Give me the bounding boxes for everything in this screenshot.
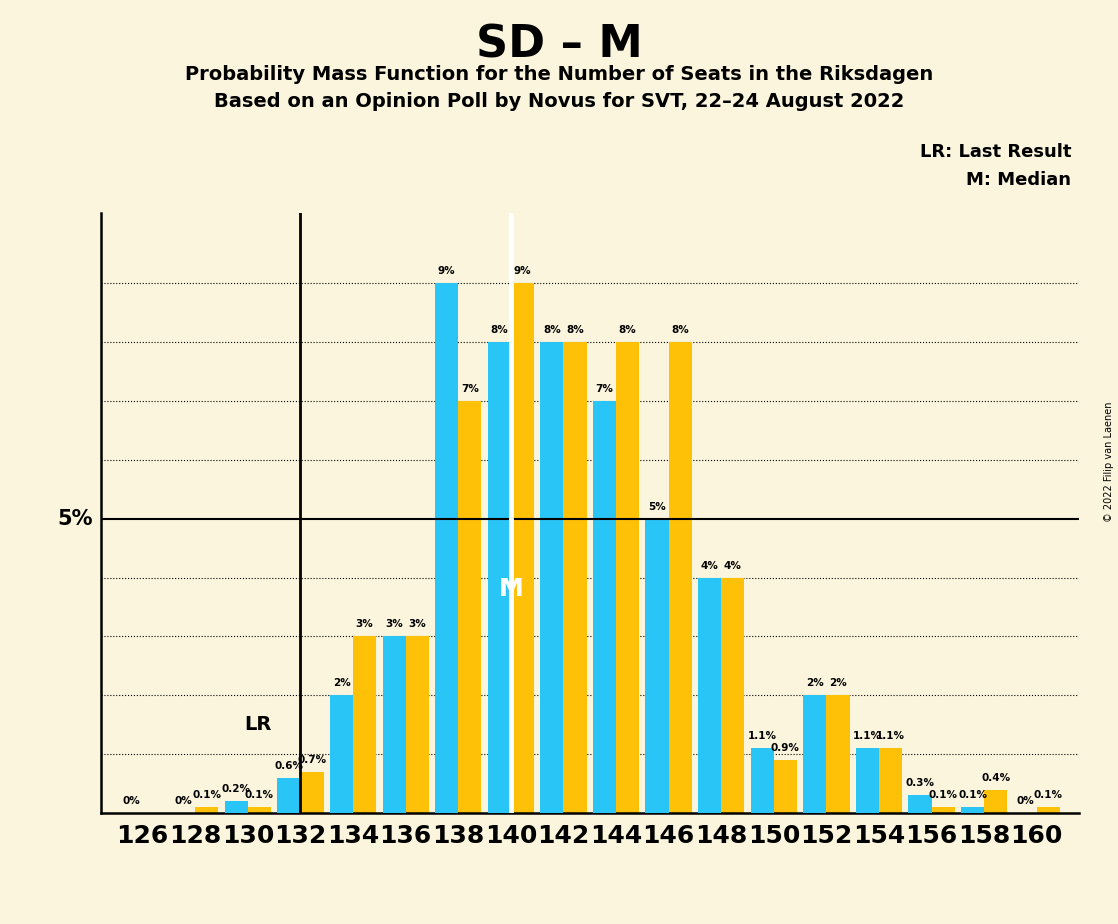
Bar [879,748,902,813]
Text: 4%: 4% [723,561,741,570]
Bar [406,637,429,813]
Text: LR: LR [244,715,272,735]
Text: 8%: 8% [618,325,636,335]
Bar [330,696,353,813]
Bar [593,401,616,813]
Text: 9%: 9% [438,266,455,276]
Bar [774,760,797,813]
Text: 5%: 5% [648,502,666,512]
Bar [721,578,745,813]
Bar [645,518,669,813]
Text: 8%: 8% [543,325,561,335]
Text: 1.1%: 1.1% [877,731,906,741]
Bar [196,808,218,813]
Bar [984,790,1007,813]
Bar [248,808,271,813]
Text: 1.1%: 1.1% [748,731,777,741]
Text: 9%: 9% [513,266,531,276]
Bar [540,342,563,813]
Text: 0.1%: 0.1% [245,790,274,800]
Text: 3%: 3% [386,619,402,629]
Text: 0.1%: 0.1% [1034,790,1063,800]
Text: 0.9%: 0.9% [771,743,799,753]
Bar [931,808,955,813]
Bar [669,342,692,813]
Text: 0.1%: 0.1% [958,790,987,800]
Text: © 2022 Filip van Laenen: © 2022 Filip van Laenen [1105,402,1114,522]
Text: 4%: 4% [701,561,719,570]
Text: 0%: 0% [122,796,140,806]
Text: 0.1%: 0.1% [192,790,221,800]
Text: 0.6%: 0.6% [274,760,303,771]
Text: 0.7%: 0.7% [297,755,326,765]
Text: 0%: 0% [174,796,192,806]
Bar [803,696,826,813]
Text: 0.2%: 0.2% [221,784,250,795]
Text: 8%: 8% [491,325,509,335]
Bar [458,401,482,813]
Text: 2%: 2% [806,678,824,688]
Text: 2%: 2% [333,678,350,688]
Bar [616,342,639,813]
Text: M: M [499,578,523,602]
Text: 3%: 3% [408,619,426,629]
Bar [909,796,931,813]
Bar [435,283,458,813]
Text: LR: Last Result: LR: Last Result [919,143,1071,161]
Bar [563,342,587,813]
Bar [487,342,511,813]
Text: 0.4%: 0.4% [982,772,1011,783]
Text: 8%: 8% [671,325,689,335]
Bar [698,578,721,813]
Text: 0.3%: 0.3% [906,778,935,788]
Text: M: Median: M: Median [966,171,1071,188]
Bar [225,801,248,813]
Text: 7%: 7% [596,383,614,394]
Bar [301,772,323,813]
Text: 2%: 2% [830,678,846,688]
Bar [277,778,301,813]
Text: 1.1%: 1.1% [853,731,882,741]
Bar [826,696,850,813]
Bar [353,637,377,813]
Bar [750,748,774,813]
Bar [856,748,879,813]
Text: 0.1%: 0.1% [929,790,958,800]
Text: 5%: 5% [57,509,93,529]
Bar [961,808,984,813]
Text: Probability Mass Function for the Number of Seats in the Riksdagen: Probability Mass Function for the Number… [184,65,934,84]
Bar [1036,808,1060,813]
Text: 7%: 7% [461,383,479,394]
Text: 0%: 0% [1016,796,1034,806]
Text: 8%: 8% [566,325,584,335]
Text: Based on an Opinion Poll by Novus for SVT, 22–24 August 2022: Based on an Opinion Poll by Novus for SV… [214,92,904,112]
Bar [382,637,406,813]
Text: 3%: 3% [356,619,373,629]
Text: SD – M: SD – M [475,23,643,67]
Bar [511,283,534,813]
